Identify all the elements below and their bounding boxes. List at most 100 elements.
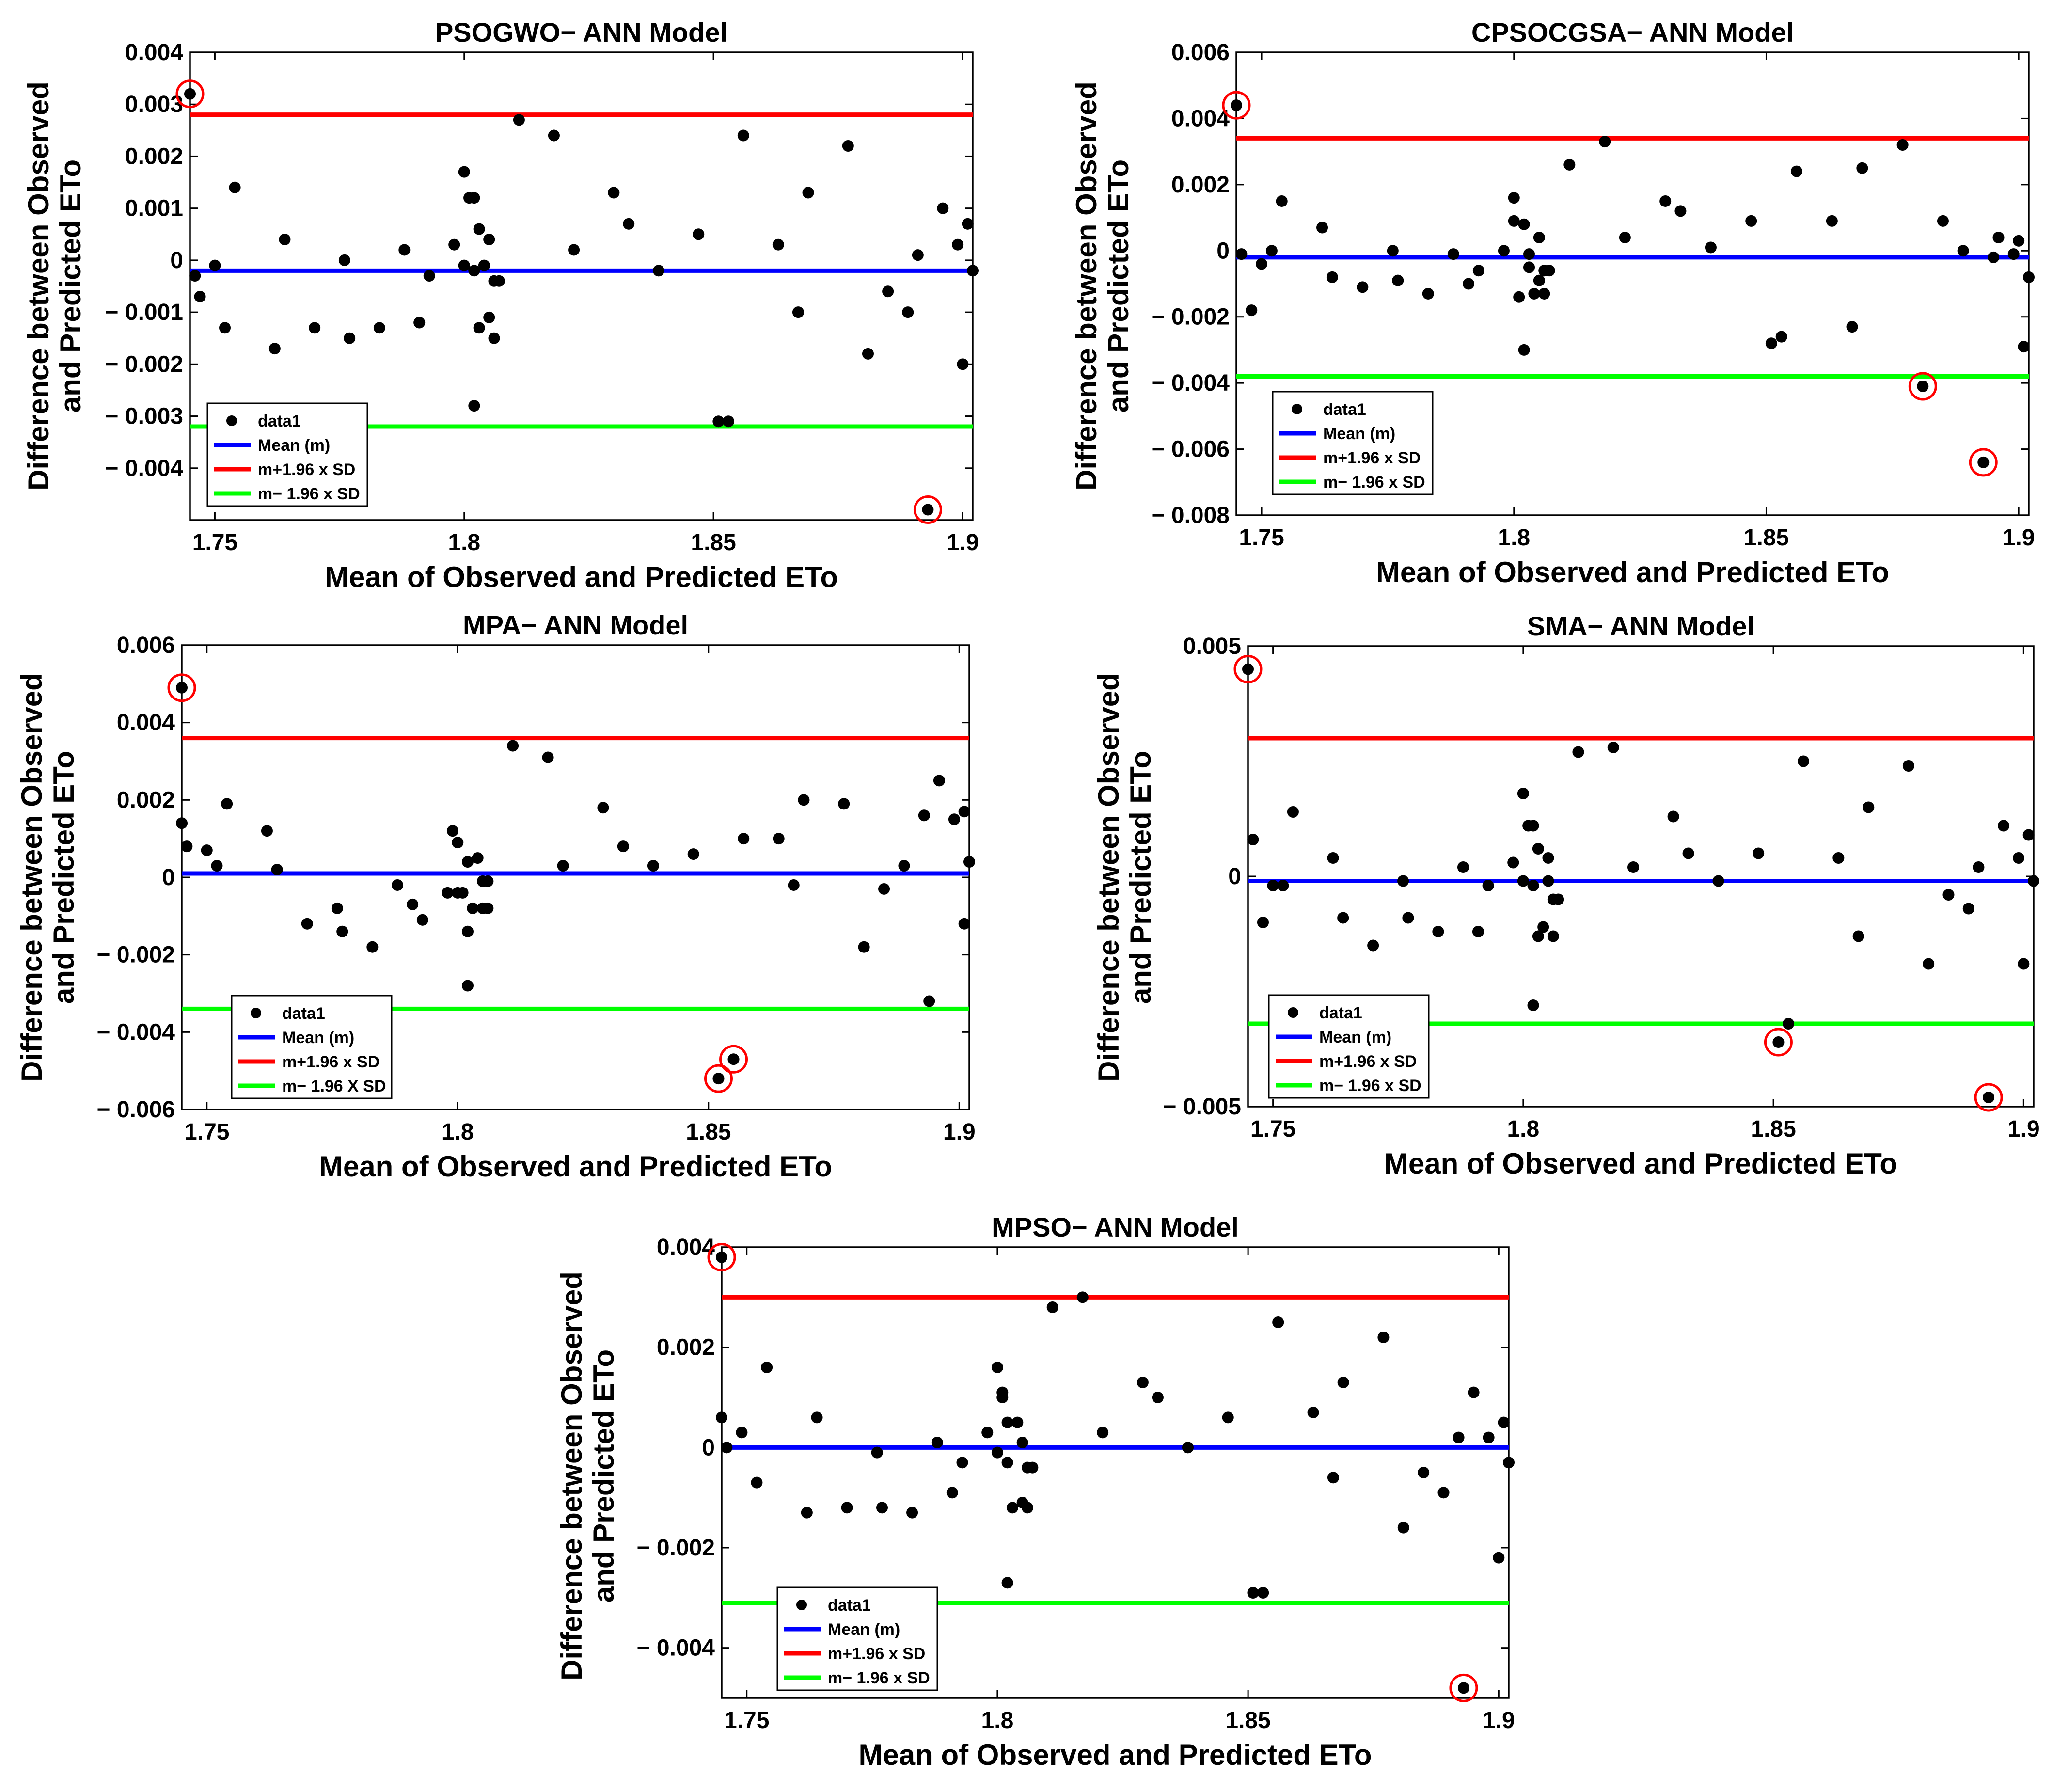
data-point xyxy=(448,238,460,251)
x-tick-label: 1.8 xyxy=(448,530,480,555)
data-point xyxy=(1563,159,1576,171)
data-point xyxy=(647,860,659,872)
data-point xyxy=(2018,958,2030,970)
data-point xyxy=(1265,245,1278,257)
y-axis-label-line: and Predicted ETo xyxy=(47,751,80,1004)
y-tick-label: − 0.005 xyxy=(1163,1094,1241,1120)
legend-entry-upper: m+1.96 x SD xyxy=(828,1645,925,1663)
y-tick-label: 0.002 xyxy=(1171,172,1230,198)
legend-marker-icon xyxy=(1292,404,1302,414)
legend-entry-lower: m− 1.96 x SD xyxy=(1323,473,1425,492)
data-point xyxy=(1337,912,1349,924)
chart-title: MPSO− ANN Model xyxy=(992,1212,1239,1242)
chart-title: MPA− ANN Model xyxy=(463,610,688,640)
data-point xyxy=(838,798,850,810)
data-point xyxy=(467,902,479,914)
data-point xyxy=(918,809,930,822)
data-point xyxy=(1257,1587,1269,1599)
data-point xyxy=(1463,278,1475,290)
outlier-marker xyxy=(1449,1673,1478,1702)
y-axis-label-line: Difference between Observed xyxy=(555,1271,588,1681)
data-point xyxy=(1772,1036,1785,1048)
chart-title: CPSOCGSA− ANN Model xyxy=(1471,17,1794,48)
data-point xyxy=(1852,930,1864,942)
data-point xyxy=(2018,341,2030,353)
data-point xyxy=(1026,1461,1039,1474)
data-point xyxy=(1572,746,1584,758)
data-point xyxy=(1992,232,2005,243)
data-point xyxy=(473,223,485,235)
y-tick-label: 0.004 xyxy=(1171,106,1230,131)
data-point xyxy=(761,1362,773,1373)
data-point xyxy=(597,802,609,814)
data-point xyxy=(457,887,469,899)
data-point xyxy=(687,848,699,860)
x-tick-label: 1.8 xyxy=(442,1119,474,1145)
legend-marker-icon xyxy=(251,1008,261,1018)
y-tick-label: − 0.004 xyxy=(637,1635,715,1661)
data-point xyxy=(201,844,213,856)
data-point xyxy=(882,285,894,298)
data-point xyxy=(261,825,273,837)
data-point xyxy=(461,856,474,868)
data-point xyxy=(1533,232,1545,243)
data-point xyxy=(366,941,379,953)
data-point xyxy=(1532,930,1544,942)
data-point xyxy=(1507,856,1519,869)
data-point xyxy=(1765,337,1777,349)
data-point xyxy=(948,813,960,825)
data-point xyxy=(392,879,404,891)
data-point xyxy=(933,775,945,787)
data-point xyxy=(1357,281,1369,293)
y-tick-label: − 0.008 xyxy=(1152,503,1230,528)
legend-entry-data: data1 xyxy=(1323,400,1366,419)
data-point xyxy=(1001,1577,1013,1589)
data-point xyxy=(712,415,725,428)
x-tick-label: 1.75 xyxy=(1250,1116,1295,1142)
data-point xyxy=(1998,820,2010,832)
data-point xyxy=(617,840,629,853)
data-point xyxy=(1493,1552,1505,1564)
data-point xyxy=(2013,235,2025,247)
legend-entry-mean: Mean (m) xyxy=(282,1029,354,1047)
data-point xyxy=(2023,271,2035,283)
outlier-marker xyxy=(167,673,196,702)
data-point xyxy=(1532,843,1544,855)
data-point xyxy=(721,1442,733,1454)
data-point xyxy=(1277,880,1289,891)
data-point xyxy=(468,265,480,277)
data-point xyxy=(1607,742,1619,753)
data-point xyxy=(219,322,231,334)
y-tick-label: 0.002 xyxy=(117,787,175,813)
data-point xyxy=(1682,847,1694,859)
y-tick-label: 0.003 xyxy=(125,92,183,117)
data-point xyxy=(967,265,979,277)
data-point xyxy=(1508,192,1520,204)
data-point xyxy=(1503,1457,1515,1469)
data-point xyxy=(1247,1587,1259,1599)
data-point xyxy=(482,875,494,887)
data-point xyxy=(268,343,281,355)
data-point xyxy=(194,290,206,302)
data-point xyxy=(184,88,196,100)
y-axis-label: Difference between Observedand Predicted… xyxy=(22,81,87,491)
data-point xyxy=(1896,139,1909,151)
y-tick-label: 0.006 xyxy=(117,633,175,658)
data-point xyxy=(716,1251,727,1263)
data-point xyxy=(461,925,474,937)
data-point xyxy=(1287,806,1299,818)
data-point xyxy=(1798,755,1810,767)
data-point xyxy=(876,1502,888,1514)
data-point xyxy=(958,918,970,930)
data-point xyxy=(991,1446,1003,1459)
data-point xyxy=(862,348,874,360)
data-point xyxy=(1272,1316,1284,1328)
x-axis-label: Mean of Observed and Predicted ETo xyxy=(1384,1147,1897,1180)
chart-mpso-ann: MPSO− ANN Model 1.75 1.8 1.85 1.9 0.004 0.002 0… xyxy=(555,1212,1515,1771)
data-point xyxy=(1902,760,1914,772)
data-point xyxy=(1705,241,1717,254)
outlier-marker xyxy=(707,1243,736,1272)
x-axis-label: Mean of Observed and Predicted ETo xyxy=(319,1150,832,1183)
data-point xyxy=(1863,801,1875,813)
y-tick-label: 0.005 xyxy=(1183,634,1241,659)
